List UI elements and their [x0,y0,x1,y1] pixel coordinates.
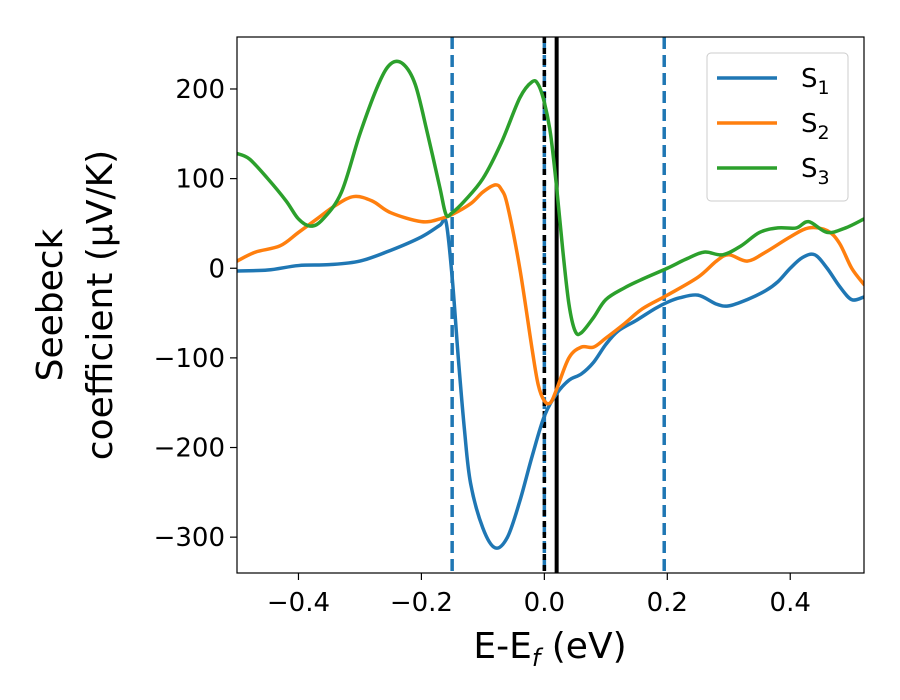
series-line-s2 [237,183,864,406]
legend-label-name: S [801,109,818,139]
legend-label-s1: S1 [801,64,830,99]
x-tick-label: −0.4 [267,588,330,618]
legend-label-s3: S3 [801,154,830,189]
x-tick-label: 0.0 [524,588,565,618]
y-axis-title-line2: coefficient (μV/K) [80,150,121,460]
x-tick-label: −0.2 [390,588,453,618]
legend-label-subscript: 3 [818,167,830,189]
y-tick-label: 100 [175,165,225,195]
legend-label-name: S [801,154,818,184]
plot-frame [236,36,865,574]
y-tick-label: −300 [154,523,225,553]
y-tick-label: −100 [154,344,225,374]
legend-box [706,52,849,202]
x-axis-title: E-Ef (eV) [473,626,626,672]
legend-label-subscript: 2 [818,122,830,144]
series-line-s1 [237,216,864,550]
y-axis-ticks: −300 −200 −100 0 100 200 [154,75,237,553]
x-axis-ticks: −0.4 −0.2 0.0 0.2 0.4 [267,573,811,618]
series-line-s3 [237,59,864,337]
legend-label-s2: S2 [801,109,830,144]
legend-label-name: S [801,64,818,94]
series-lines [237,59,864,550]
y-axis-title-line1: Seebeck [30,228,71,381]
x-axis-title-unit: (eV) [540,626,626,667]
x-tick-label: 0.2 [647,588,688,618]
x-tick-label: 0.4 [770,588,811,618]
vertical-lines [450,37,666,573]
y-tick-label: 200 [175,75,225,105]
legend-label-subscript: 1 [818,77,830,99]
y-tick-label: 0 [208,254,225,284]
y-tick-label: −200 [154,434,225,464]
